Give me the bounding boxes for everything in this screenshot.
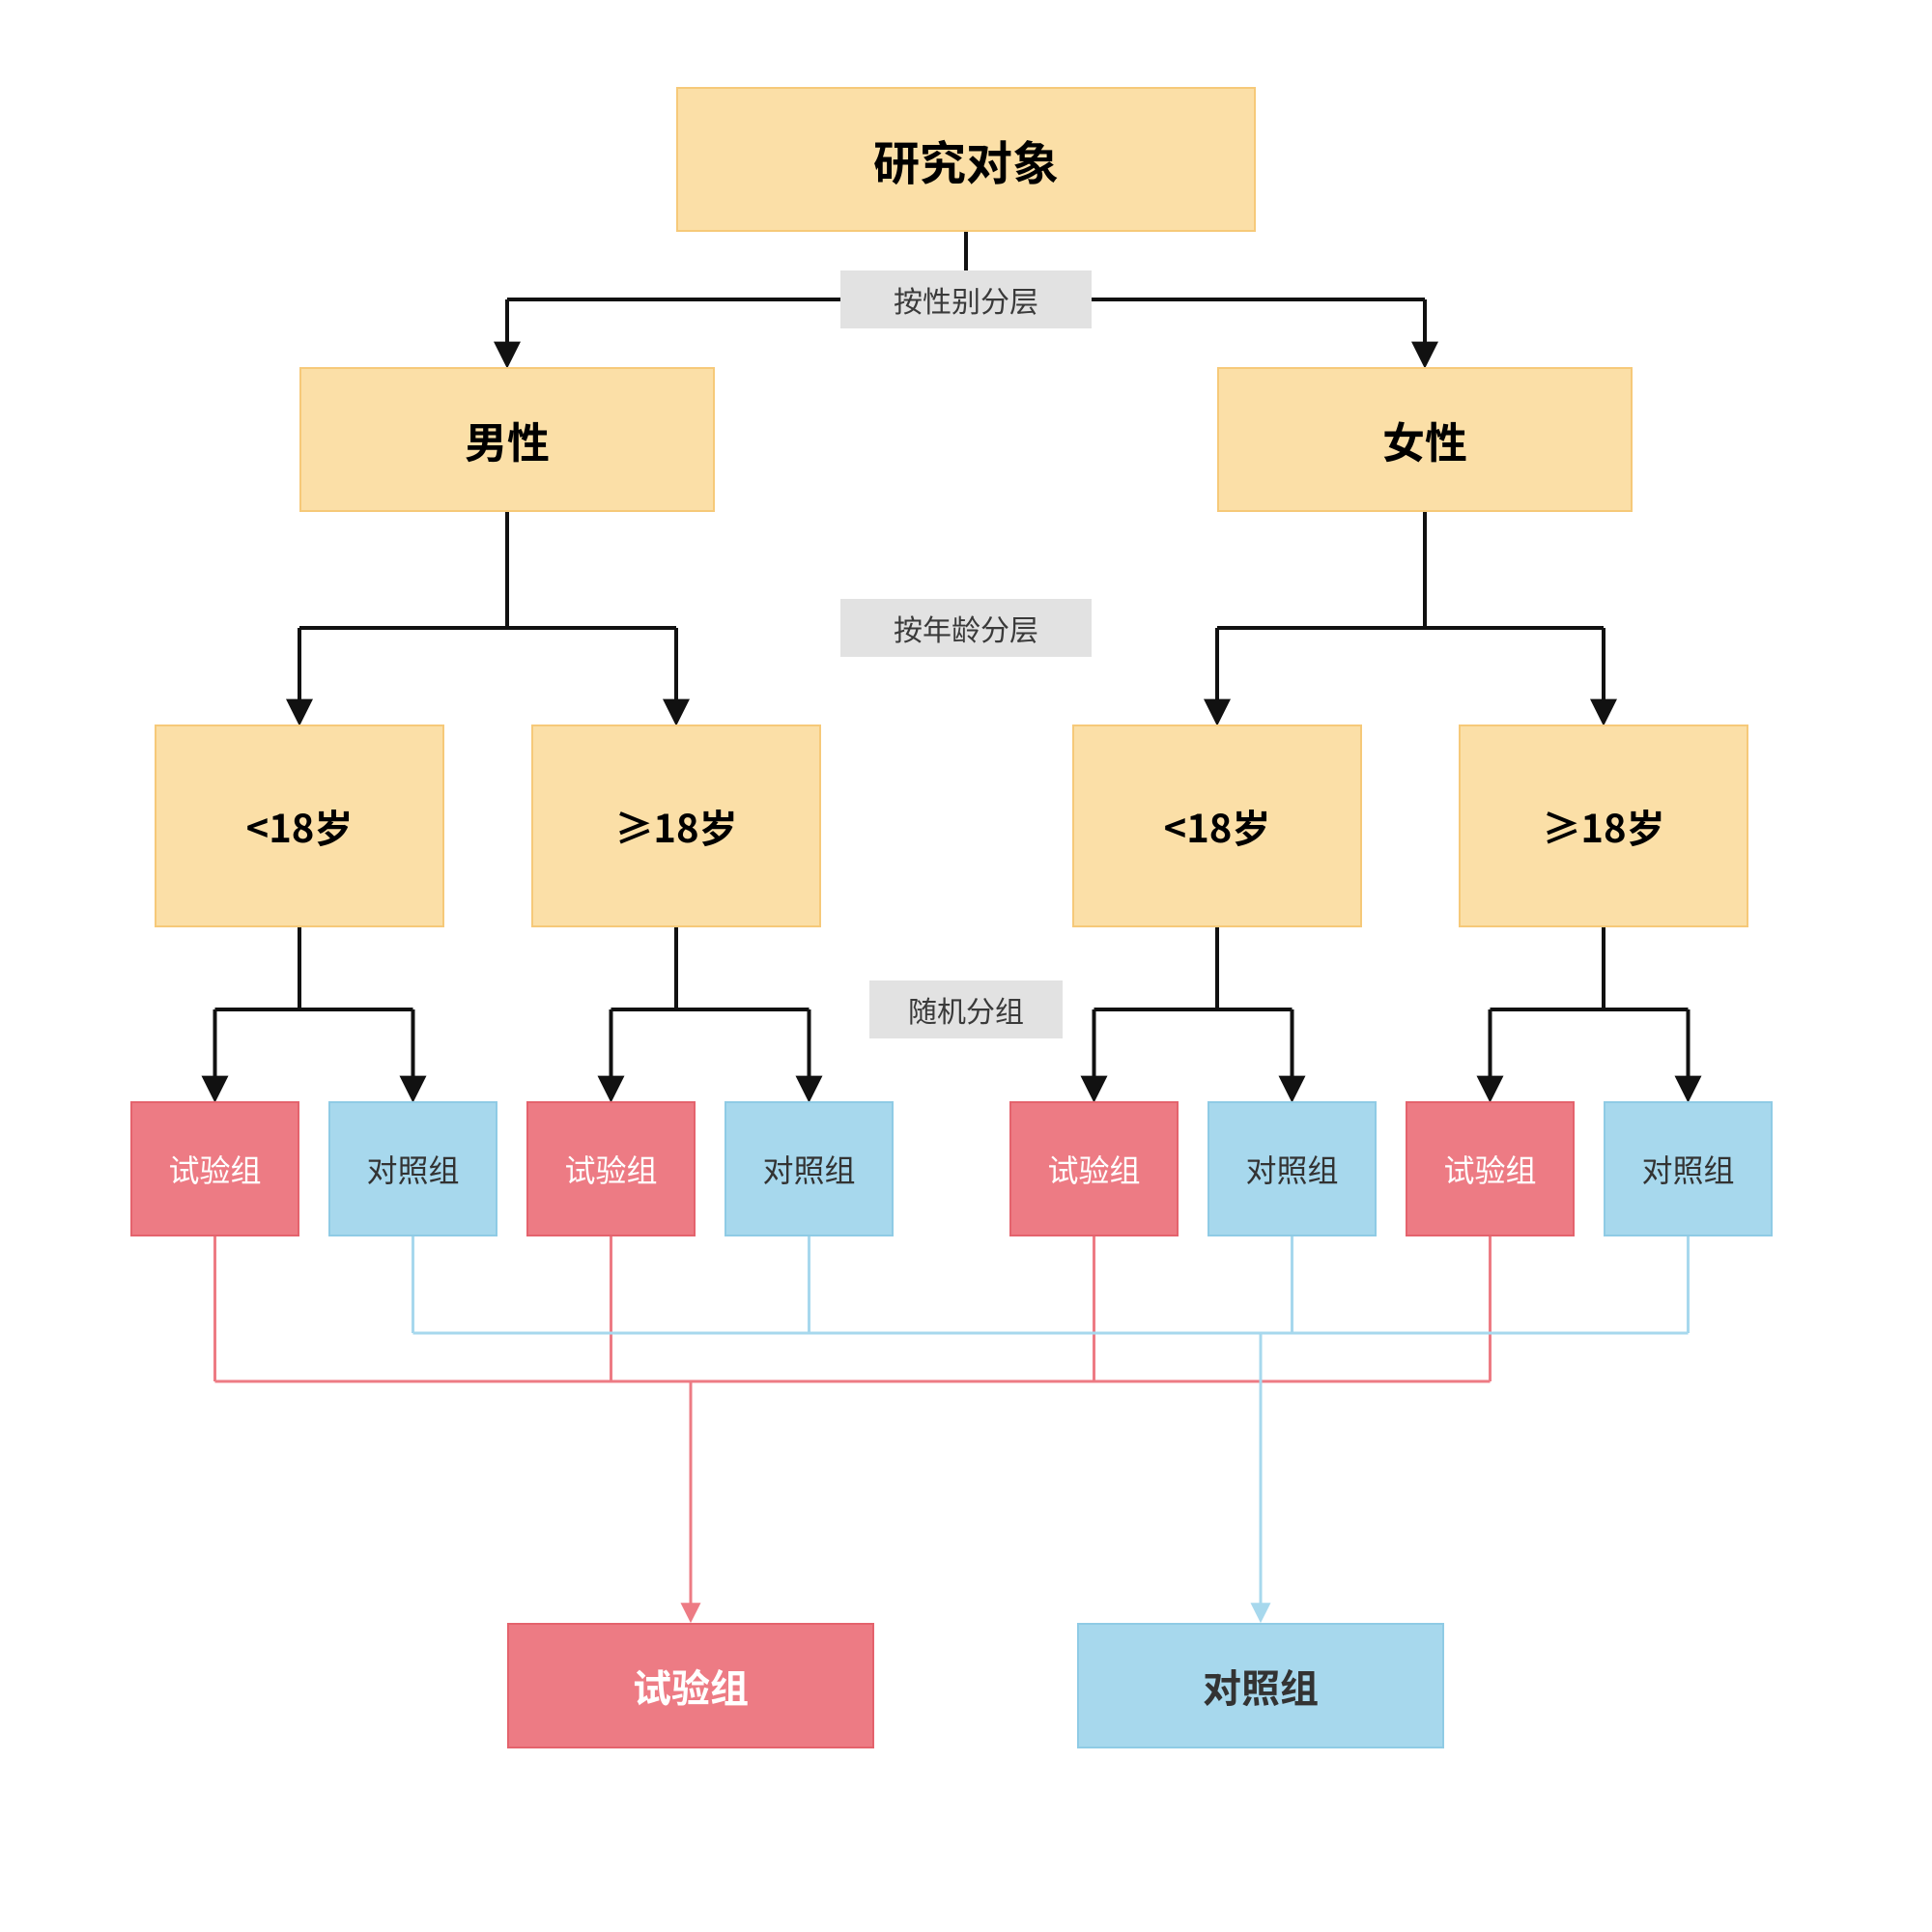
node-g3_ctrl: 对照组 [1208,1101,1377,1236]
tag-by_age: 按年龄分层 [840,599,1092,657]
node-g3_exp: 试验组 [1009,1101,1179,1236]
tag-random: 随机分组 [869,980,1063,1038]
node-final_ctrl: 对照组 [1077,1623,1444,1748]
node-g4_ctrl: 对照组 [1604,1101,1773,1236]
tag-by_gender: 按性别分层 [840,270,1092,328]
node-m_lt18: <18岁 [155,724,444,927]
node-g2_exp: 试验组 [526,1101,696,1236]
node-f_lt18: <18岁 [1072,724,1362,927]
node-male: 男性 [299,367,715,512]
node-f_ge18: ≥18岁 [1459,724,1748,927]
node-g1_exp: 试验组 [130,1101,299,1236]
node-female: 女性 [1217,367,1633,512]
node-root: 研究对象 [676,87,1256,232]
node-g1_ctrl: 对照组 [328,1101,497,1236]
node-g4_exp: 试验组 [1406,1101,1575,1236]
node-final_exp: 试验组 [507,1623,874,1748]
node-g2_ctrl: 对照组 [724,1101,894,1236]
flowchart-stage: 研究对象男性女性<18岁≥18岁<18岁≥18岁试验组对照组试验组对照组试验组对… [0,0,1932,1932]
node-m_ge18: ≥18岁 [531,724,821,927]
